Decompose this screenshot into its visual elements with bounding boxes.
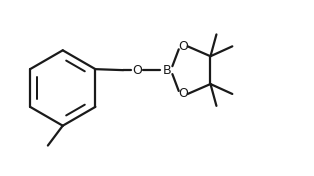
Text: O: O <box>132 64 142 77</box>
Text: O: O <box>178 40 188 53</box>
Text: O: O <box>178 87 188 100</box>
Text: B: B <box>163 64 171 77</box>
